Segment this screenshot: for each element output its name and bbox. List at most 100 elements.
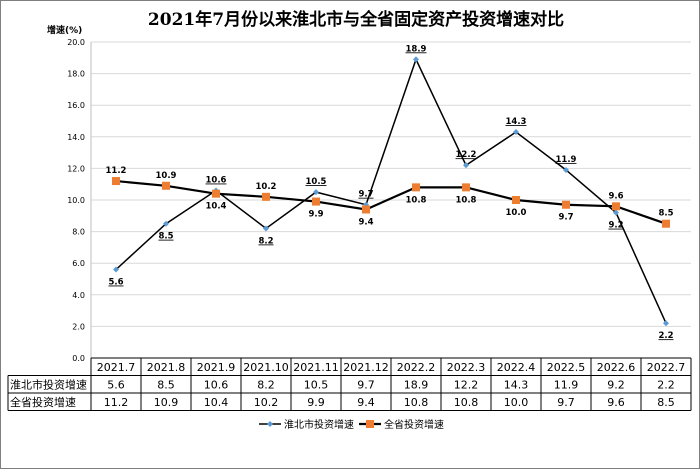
data-point [463,162,469,169]
chart-title: 2021年7月份以来淮北市与全省固定资产投资增速对比 [148,9,564,30]
data-point [113,266,119,273]
table-cell: 5.6 [107,378,125,391]
table-series-name: 全省投资增速 [10,395,76,409]
data-label: 10.0 [506,208,527,218]
x-tick-label: 2022.7 [647,361,686,374]
data-table: 2021.7 2021.8 2021.9 2021.10 2021.11 2021.12 2… [7,357,692,411]
data-label: 11.9 [556,155,577,165]
data-point [263,225,269,232]
y-tick-label: 2.0 [72,322,85,331]
data-label: 10.2 [256,182,277,192]
data-label: 5.6 [108,278,123,288]
table-cell: 9.7 [557,396,575,409]
table-cell: 14.3 [504,378,529,391]
y-tick-label: 14.0 [67,133,85,142]
data-label: 8.5 [158,232,173,242]
x-tick-label: 2021.11 [293,361,339,374]
data-label: 8.2 [258,236,273,246]
y-tick-label: 6.0 [72,259,85,268]
data-label: 10.5 [306,177,327,187]
data-point [512,196,520,204]
table-cell: 18.9 [404,378,429,391]
y-tick-label: 8.0 [72,228,85,237]
table-cell: 9.4 [357,396,375,409]
table-cell: 9.6 [607,396,625,409]
data-label: 10.6 [206,176,227,186]
table-cell: 8.5 [157,378,175,391]
data-label: 11.2 [106,166,127,176]
x-tick-label: 2022.4 [497,361,536,374]
data-point [313,189,319,196]
gridlines [90,41,691,359]
data-point [212,189,220,198]
data-label: 9.2 [608,221,623,231]
data-label: 10.4 [206,202,227,212]
data-point [462,183,470,192]
table-cell: 9.7 [357,378,375,391]
data-point [663,320,669,327]
data-point [162,181,170,190]
y-tick-label: 4.0 [72,291,85,300]
y-tick-label: 18.0 [67,70,85,79]
table-cell: 9.9 [307,396,325,409]
data-label: 9.7 [358,190,373,200]
legend-label: 淮北市投资增速 [284,418,354,431]
data-point [312,197,320,206]
x-tick-label: 2022.6 [597,361,636,374]
table-cell: 10.6 [204,378,229,391]
data-label: 9.4 [358,217,373,227]
table-series-name: 淮北市投资增速 [10,377,87,391]
table-cell: 8.5 [657,396,675,409]
data-label: 8.5 [658,209,673,219]
table-cell: 10.4 [204,396,229,409]
y-tick-label: 20.0 [67,38,85,47]
data-label: 10.8 [406,195,427,205]
legend: 淮北市投资增速 全省投资增速 [259,418,444,431]
data-label: 14.3 [506,117,527,127]
y-tick-labels: 0.0 2.0 4.0 6.0 8.0 10.0 12.0 14.0 16.0 18.0 20.0 [67,38,85,363]
x-tick-label: 2022.2 [397,361,436,374]
data-point [413,56,419,63]
table-cell: 9.2 [607,378,625,391]
series-line [115,179,667,225]
x-tick-label: 2021.7 [97,361,136,374]
data-point [563,166,569,173]
data-point [662,219,670,228]
legend-marker [366,420,374,428]
y-axis-label: 增速(%) [47,24,82,36]
table-cell: 10.8 [454,396,479,409]
y-tick-label: 16.0 [67,101,85,110]
data-point [412,183,420,192]
table-cell: 10.9 [154,396,179,409]
table-cell: 11.2 [104,396,129,409]
table-cell: 10.2 [254,396,279,409]
data-labels: 5.6 8.5 10.6 8.2 10.5 9.7 18.9 12.2 14.3 11.9 9.2 2… [106,44,674,341]
y-tick-label: 0.0 [72,354,85,363]
data-label: 9.6 [608,191,623,201]
data-point [262,192,270,201]
x-tick-label: 2021.9 [197,361,236,374]
data-point [513,129,519,136]
x-tick-label: 2021.10 [243,361,289,374]
data-label: 18.9 [406,44,427,54]
data-label: 10.8 [456,195,477,205]
data-label: 9.9 [308,210,323,220]
data-label: 10.9 [156,171,177,181]
series-lines [112,56,670,327]
data-label: 2.2 [658,331,673,341]
table-cell: 8.2 [257,378,275,391]
table-cell: 11.9 [554,378,579,391]
data-label: 9.7 [558,213,573,223]
data-point [562,200,570,209]
legend-label: 全省投资增速 [384,418,444,431]
table-cell: 10.0 [504,396,529,409]
data-point [362,205,370,214]
y-tick-label: 10.0 [67,196,85,205]
x-tick-label: 2021.8 [147,361,186,374]
y-tick-label: 12.0 [67,164,85,173]
x-tick-label: 2022.5 [547,361,586,374]
x-tick-label: 2021.12 [343,361,389,374]
x-tick-label: 2022.3 [447,361,486,374]
